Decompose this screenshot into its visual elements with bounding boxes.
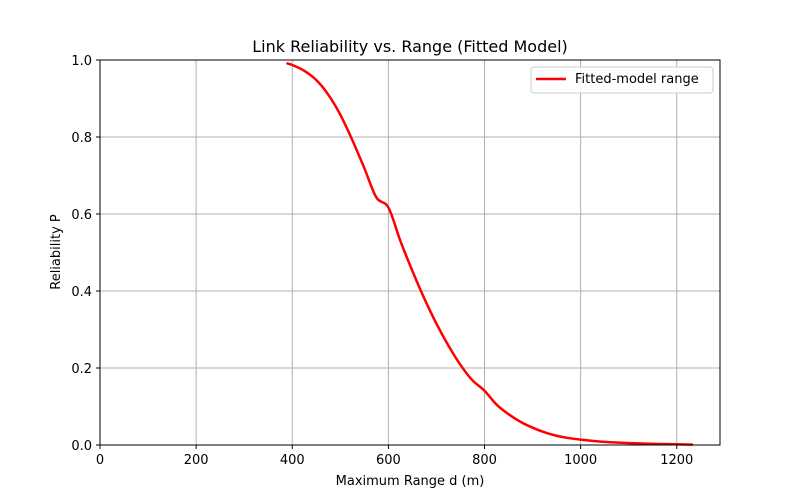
y-tick-label: 0.2 <box>71 362 92 377</box>
series-line-0 <box>286 62 694 446</box>
plot-frame <box>99 59 721 446</box>
y-axis-title: Reliability P <box>49 214 64 290</box>
y-tick-label: 0.4 <box>71 285 92 300</box>
x-tick-label: 1000 <box>564 453 597 468</box>
x-tick-label: 200 <box>184 453 209 468</box>
y-tick-label: 0.6 <box>71 208 92 223</box>
chart-title: Link Reliability vs. Range (Fitted Model… <box>252 37 568 56</box>
x-axis: 0 200 400 600 800 1000 1200 <box>96 445 693 468</box>
x-tick-label: 800 <box>472 453 497 468</box>
legend-label: Fitted-model range <box>575 72 699 87</box>
legend-box <box>530 66 714 94</box>
y-tick-label: 0.8 <box>71 131 92 146</box>
y-tick-label: 1.0 <box>71 54 92 69</box>
x-tick-label: 0 <box>96 453 104 468</box>
y-axis: 0.0 0.2 0.4 0.6 0.8 1.0 <box>71 54 100 454</box>
x-tick-label: 1200 <box>660 453 693 468</box>
x-tick-label: 600 <box>376 453 401 468</box>
y-tick-label: 0.0 <box>71 439 92 454</box>
x-axis-title: Maximum Range d (m) <box>336 474 485 489</box>
x-tick-label: 400 <box>280 453 305 468</box>
series-layer <box>286 62 694 446</box>
legend: Fitted-model range <box>530 66 714 94</box>
